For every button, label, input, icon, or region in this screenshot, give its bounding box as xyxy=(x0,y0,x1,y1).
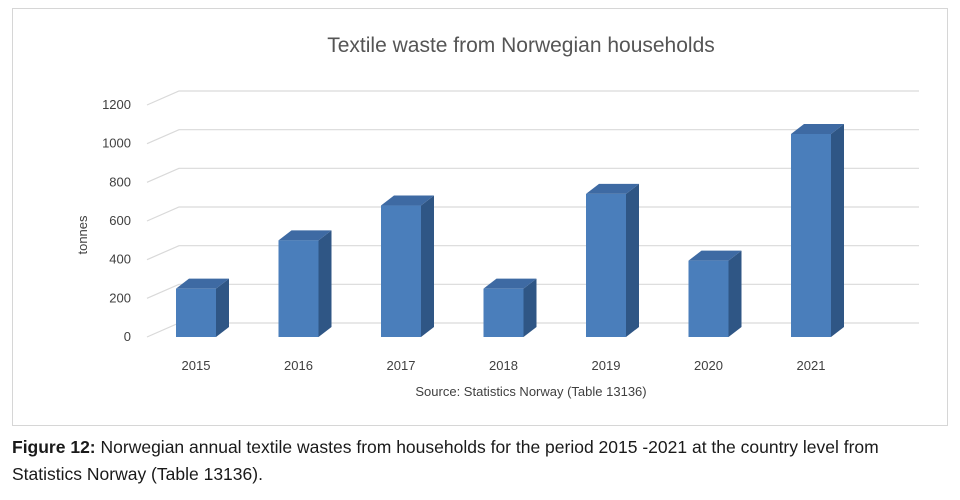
caption-text: Norwegian annual textile wastes from hou… xyxy=(12,437,879,484)
x-axis-ticks: 2015 2016 2017 2018 2019 2020 2021 xyxy=(182,358,826,373)
gridline-400 xyxy=(146,245,919,261)
bar-side-2020 xyxy=(728,250,742,337)
bar-front-2016 xyxy=(278,240,319,337)
y-tick-label-0: 0 xyxy=(124,329,131,344)
x-tick-label-2019: 2019 xyxy=(592,358,621,373)
gridline-200 xyxy=(146,283,919,299)
bar-front-2018 xyxy=(483,288,524,337)
bar-2017 xyxy=(381,195,434,337)
bar-front-2017 xyxy=(381,205,421,337)
bar-side-2017 xyxy=(421,195,434,337)
caption-label: Figure 12: xyxy=(12,437,96,457)
gridline-1200 xyxy=(146,90,919,106)
x-axis-title: Source: Statistics Norway (Table 13136) xyxy=(415,384,646,399)
x-tick-label-2015: 2015 xyxy=(182,358,211,373)
bar-top-2021 xyxy=(791,124,844,134)
figure-caption: Figure 12: Norwegian annual textile wast… xyxy=(12,434,952,488)
gridline-600 xyxy=(146,206,919,222)
x-tick-label-2016: 2016 xyxy=(284,358,313,373)
bar-2016 xyxy=(278,230,332,337)
bar-top-2020 xyxy=(688,250,742,261)
bar-front-2019 xyxy=(586,193,626,337)
y-tick-label-200: 200 xyxy=(109,290,131,305)
chart-title: Textile waste from Norwegian households xyxy=(327,34,715,57)
bar-top-2016 xyxy=(278,230,332,241)
bar-side-2016 xyxy=(318,230,332,337)
bar-side-2021 xyxy=(831,124,844,337)
bar-2018 xyxy=(483,278,537,337)
bar-chart: Textile waste from Norwegian households … xyxy=(75,34,919,399)
gridline-800 xyxy=(146,167,919,183)
bar-front-2021 xyxy=(791,134,831,337)
bar-2019 xyxy=(586,183,639,337)
y-axis-title: tonnes xyxy=(75,215,90,255)
y-tick-label-800: 800 xyxy=(109,174,131,189)
bar-side-2018 xyxy=(523,278,537,337)
y-tick-label-1200: 1200 xyxy=(102,97,131,112)
bar-2015 xyxy=(176,278,229,337)
x-tick-label-2018: 2018 xyxy=(489,358,518,373)
bar-front-2020 xyxy=(688,260,729,337)
bar-top-2018 xyxy=(483,278,537,289)
x-tick-label-2021: 2021 xyxy=(797,358,826,373)
bars xyxy=(176,124,844,337)
bar-side-2015 xyxy=(216,278,229,337)
bar-top-2015 xyxy=(176,278,229,289)
y-tick-label-600: 600 xyxy=(109,213,131,228)
chart-container: Textile waste from Norwegian households … xyxy=(12,8,948,426)
gridline-1000 xyxy=(146,129,919,145)
y-axis-ticks: 0 200 400 600 800 1000 1200 xyxy=(102,97,131,344)
x-tick-label-2020: 2020 xyxy=(694,358,723,373)
bar-front-2015 xyxy=(176,288,216,337)
bar-2020 xyxy=(688,250,742,337)
bar-2021 xyxy=(791,124,844,337)
gridlines xyxy=(146,90,919,338)
bar-top-2019 xyxy=(586,183,639,194)
bar-side-2019 xyxy=(626,183,639,337)
y-tick-label-400: 400 xyxy=(109,252,131,267)
y-tick-label-1000: 1000 xyxy=(102,136,131,151)
bar-top-2017 xyxy=(381,195,434,206)
x-tick-label-2017: 2017 xyxy=(387,358,416,373)
